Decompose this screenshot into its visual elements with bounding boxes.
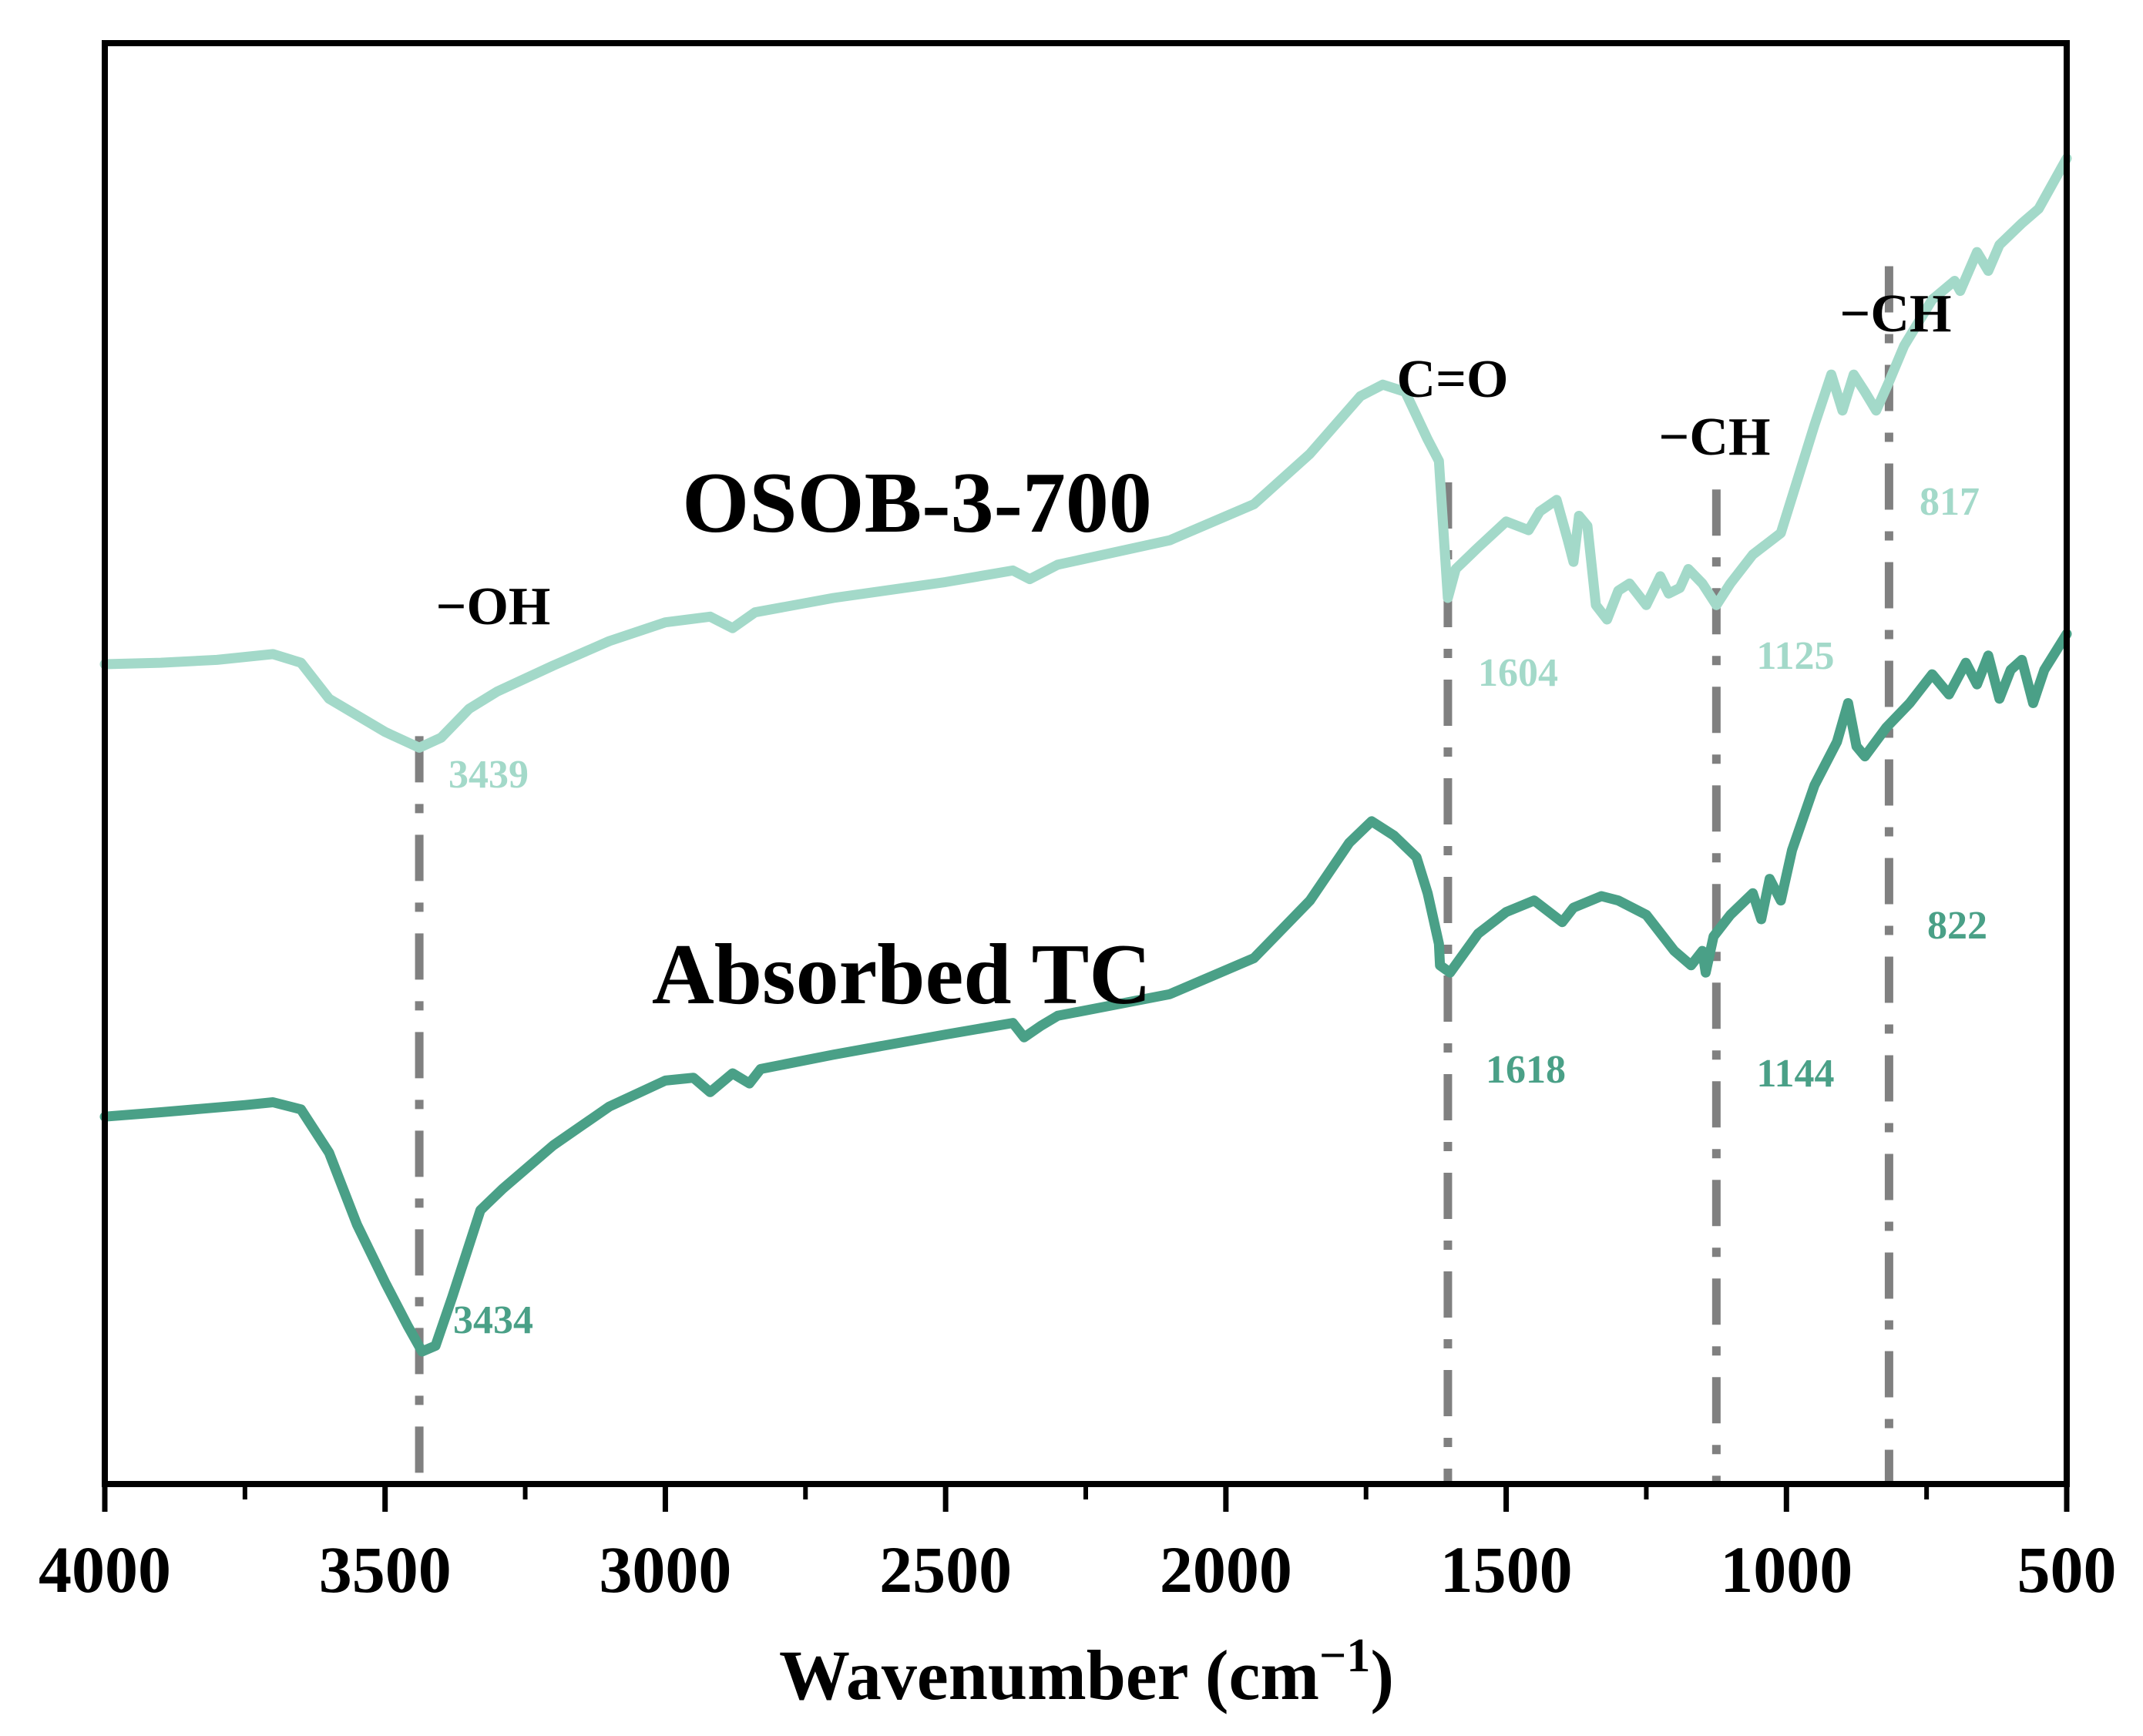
x-axis-ticks: 4000 3500 3000 2500 2000 1500 1000 500: [39, 1484, 2117, 1607]
annotation-layer: OSOB-3-700 Absorbed TC −OH C=O −CH −CH 3439 160…: [436, 284, 1987, 1342]
plot-area: [105, 43, 2067, 1484]
x-axis-title: Wavenumber (cm−1): [779, 1630, 1394, 1714]
peak-label-822: 822: [1927, 904, 1987, 948]
x-tick-label: 2500: [879, 1533, 1012, 1607]
peak-label-1618: 1618: [1486, 1048, 1566, 1092]
x-axis-title-main: Wavenumber (cm: [779, 1636, 1319, 1714]
peak-label-817: 817: [1920, 480, 1980, 524]
x-tick-label: 3500: [319, 1533, 452, 1607]
marker-lines-layer: [415, 266, 1893, 1484]
x-tick-label: 3000: [599, 1533, 731, 1607]
peak-label-1125: 1125: [1756, 634, 1834, 678]
series-label-absorbed-tc: Absorbed TC: [652, 927, 1151, 1022]
series-line-osob-3-700: [99, 153, 2072, 753]
x-tick-label: 2000: [1160, 1533, 1292, 1607]
series-layer: [99, 153, 2072, 1357]
x-tick-label: 500: [2017, 1533, 2117, 1607]
peak-label-1144: 1144: [1756, 1052, 1834, 1096]
x-tick-label: 1500: [1440, 1533, 1573, 1607]
peak-label-3439: 3439: [448, 753, 529, 797]
x-axis-title-suffix: ): [1370, 1636, 1394, 1714]
group-label-3: −CH: [1840, 284, 1952, 344]
group-label-0: −OH: [436, 577, 551, 636]
x-tick-label: 4000: [39, 1533, 171, 1607]
series-label-osob-3-700: OSOB-3-700: [682, 455, 1152, 551]
peak-label-1604: 1604: [1478, 651, 1558, 695]
group-label-2: −CH: [1659, 408, 1771, 467]
x-tick-label: 1000: [1720, 1533, 1852, 1607]
x-axis-title-superscript: −1: [1319, 1630, 1370, 1682]
series-line-absorbed-tc: [99, 629, 2072, 1357]
group-label-1: C=O: [1397, 350, 1509, 409]
peak-label-3434: 3434: [453, 1298, 533, 1342]
